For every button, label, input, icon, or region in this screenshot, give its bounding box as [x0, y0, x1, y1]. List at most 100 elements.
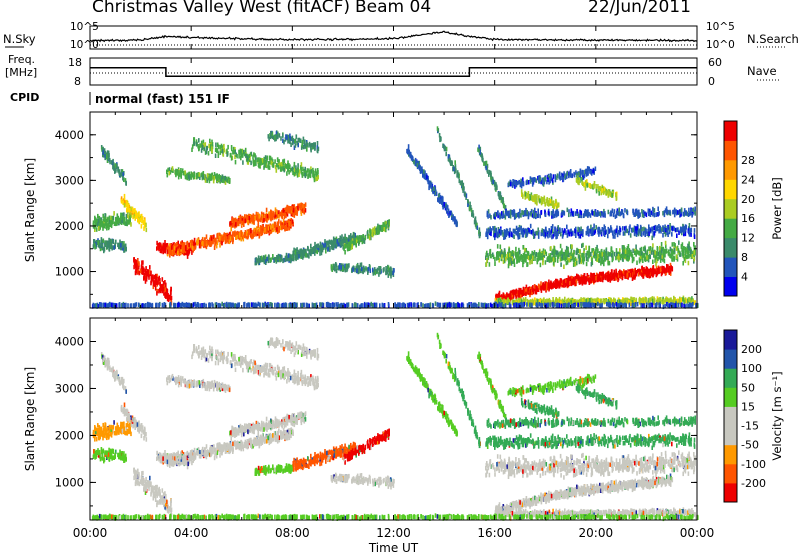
- power-cell-4213: [673, 247, 676, 253]
- power-cell-3149: [467, 202, 469, 207]
- power-cell-3244: [552, 174, 555, 179]
- power-cell-4728: [497, 231, 499, 236]
- power-cell-312: [123, 177, 125, 182]
- power-cell-4626: [578, 227, 581, 232]
- power-cell-4752: [568, 231, 570, 237]
- power-cell-4052: [511, 256, 513, 261]
- power-cell-2725: [378, 224, 381, 230]
- power-cell-2323: [289, 257, 292, 262]
- power-cell-880: [222, 178, 225, 183]
- power-cell-1353: [241, 231, 244, 237]
- power-cell-2327: [276, 255, 278, 260]
- power-cell-670: [190, 246, 192, 251]
- power-cell-3590: [599, 185, 601, 191]
- power-cell-4035: [664, 240, 667, 246]
- power-cell-1427: [250, 233, 252, 238]
- power-cell-265: [124, 178, 127, 183]
- power-cell-105: [107, 220, 109, 226]
- power-cell-4693: [684, 226, 686, 231]
- power-cell-3086: [445, 146, 448, 152]
- power-cell-233: [102, 238, 105, 243]
- power-cell-393: [144, 218, 146, 223]
- power-cell-592: [154, 282, 157, 287]
- power-cell-2209: [304, 139, 306, 144]
- power-cell-3472: [531, 195, 533, 200]
- power-cell-910: [196, 175, 198, 180]
- power-cell-1804: [286, 209, 289, 214]
- power-cell-3484: [556, 203, 558, 209]
- power-cell-2102: [256, 157, 259, 162]
- power-cell-1465: [282, 223, 285, 229]
- power-cell-4108: [533, 250, 536, 255]
- power-cell-4751: [541, 228, 544, 233]
- power-cell-3126: [470, 207, 473, 213]
- power-cell-3088: [452, 166, 454, 172]
- power-cell-979: [278, 219, 280, 224]
- power-cell-4081: [642, 258, 644, 263]
- power-cell-3578: [590, 184, 592, 189]
- power-cell-3989: [492, 254, 495, 260]
- power-cell-2733: [385, 223, 388, 229]
- power-cell-2906: [447, 211, 449, 216]
- power-cell-4764: [551, 234, 553, 240]
- power-cell-2146: [254, 160, 256, 165]
- power-cell-4723: [574, 228, 577, 234]
- power-cell-424: [129, 207, 131, 213]
- power-cell-4163: [604, 254, 606, 259]
- power-cell-3754: [605, 253, 608, 258]
- power-cell-338: [112, 165, 115, 170]
- power-cell-533: [170, 289, 172, 295]
- power-cell-4235: [564, 252, 567, 258]
- power-cell-4775: [590, 231, 593, 236]
- power-cell-433: [141, 260, 143, 265]
- power-cell-2504: [303, 249, 305, 254]
- power-cell-2031: [315, 176, 317, 182]
- power-cell-87: [113, 211, 115, 216]
- power-cell-3243: [569, 173, 572, 178]
- power-cell-2123: [300, 162, 303, 167]
- power-cell-3670: [636, 260, 638, 265]
- power-cell-111: [104, 216, 107, 222]
- power-cell-3701: [665, 244, 667, 249]
- power-cell-3199: [480, 152, 482, 158]
- power-cell-4638: [490, 228, 493, 233]
- power-cell-3742: [542, 255, 544, 260]
- power-cell-1930: [276, 163, 278, 168]
- power-cell-4249: [633, 250, 636, 256]
- power-cell-2873: [340, 265, 343, 270]
- power-cell-4283: [565, 255, 568, 260]
- power-cell-3376: [562, 177, 565, 182]
- power-cell-4729: [507, 231, 509, 236]
- power-cell-579: [168, 294, 170, 300]
- power-cell-2251: [282, 133, 284, 138]
- power-cell-1331: [244, 230, 247, 235]
- power-cell-1772: [263, 218, 265, 223]
- power-cell-4046: [550, 246, 552, 251]
- power-cell-2109: [269, 155, 272, 161]
- power-cell-3773: [565, 260, 568, 266]
- power-cell-1373: [180, 241, 182, 246]
- power-cell-1876: [220, 148, 222, 154]
- power-cell-4513: [548, 231, 551, 236]
- power-cell-4952: [688, 207, 690, 213]
- power-cell-1459: [173, 246, 176, 251]
- power-cell-2130: [313, 177, 316, 183]
- power-cell-3967: [609, 252, 612, 257]
- power-cell-2246: [296, 141, 298, 146]
- power-cell-1658: [253, 220, 255, 225]
- power-cell-2119: [199, 143, 201, 148]
- power-cell-3594: [578, 177, 581, 182]
- power-cell-2004: [223, 143, 225, 149]
- power-cell-3384: [586, 166, 589, 171]
- power-cell-4103: [681, 247, 683, 252]
- power-cell-4092: [501, 254, 503, 259]
- power-cell-2877: [372, 267, 374, 273]
- power-cell-1740: [304, 202, 307, 207]
- power-cell-1928: [203, 145, 206, 151]
- power-cell-425: [134, 208, 136, 213]
- power-cell-320: [114, 168, 117, 173]
- power-cell-4517: [628, 230, 630, 236]
- power-cell-4673: [492, 226, 494, 231]
- power-cell-4200: [527, 251, 530, 256]
- power-cell-220: [113, 245, 116, 250]
